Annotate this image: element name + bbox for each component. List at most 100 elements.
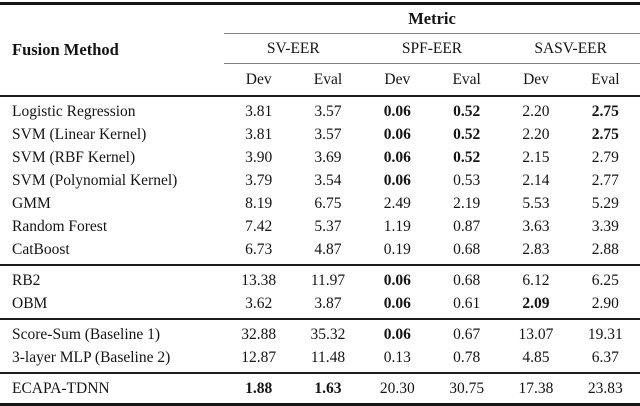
value-cell: 20.30 xyxy=(379,379,415,397)
group-header-1: SV-EER xyxy=(224,33,363,64)
value-cell: 2.83 xyxy=(522,240,550,258)
group-header-3: SASV-EER xyxy=(501,33,640,64)
subheader-6: Eval xyxy=(591,70,620,88)
value-cell: 3.57 xyxy=(314,125,342,143)
value-cell: 4.87 xyxy=(314,240,342,258)
value-cell: 0.78 xyxy=(453,348,481,366)
value-cell: 3.57 xyxy=(314,102,342,120)
value-cell: 2.20 xyxy=(522,125,550,143)
value-cell: 0.68 xyxy=(453,240,481,258)
value-cell: 11.48 xyxy=(310,348,346,366)
row-label: Score-Sum (Baseline 1) xyxy=(12,325,161,343)
value-cell: 3.79 xyxy=(245,171,273,189)
subheader-2: Eval xyxy=(313,70,343,88)
subheader-1: Dev xyxy=(245,70,272,88)
value-cell: 0.68 xyxy=(453,271,481,289)
table-row: CatBoost 6.73 4.87 0.19 0.68 2.83 2.88 xyxy=(0,238,640,265)
value-cell: 2.20 xyxy=(522,102,550,120)
value-cell: 13.07 xyxy=(518,325,554,343)
subheader-row: Dev Eval Dev Eval Dev Eval xyxy=(0,64,640,97)
value-cell: 4.85 xyxy=(522,348,550,366)
metric-header: Metric xyxy=(224,3,640,34)
value-cell: 35.32 xyxy=(310,325,346,343)
value-cell: 2.77 xyxy=(591,171,619,189)
value-cell: 0.53 xyxy=(453,171,481,189)
value-cell: 0.61 xyxy=(453,294,481,312)
value-cell: 2.88 xyxy=(591,240,619,258)
value-cell: 6.37 xyxy=(591,348,619,366)
row-label: SVM (RBF Kernel) xyxy=(12,148,136,166)
value-cell: 30.75 xyxy=(449,379,485,397)
value-cell: 0.06 xyxy=(383,325,411,343)
table-row: GMM 8.19 6.75 2.49 2.19 5.53 5.29 xyxy=(0,192,640,215)
value-cell: 0.87 xyxy=(453,217,481,235)
table-row: Random Forest 7.42 5.37 1.19 0.87 3.63 3.39 xyxy=(0,215,640,238)
table-header: Fusion Method Metric SV-EER SPF-EER SASV-E… xyxy=(0,3,640,97)
value-cell: 12.87 xyxy=(241,348,277,366)
row-label: SVM (Linear Kernel) xyxy=(12,125,147,143)
value-cell: 2.14 xyxy=(522,171,550,189)
value-cell: 2.15 xyxy=(522,148,550,166)
table-row: 3-layer MLP (Baseline 2) 12.87 11.48 0.13 0.… xyxy=(0,346,640,373)
value-cell: 7.42 xyxy=(245,217,273,235)
value-cell: 0.52 xyxy=(453,102,481,120)
table-row: OBM 3.62 3.87 0.06 0.61 2.09 2.90 xyxy=(0,292,640,319)
value-cell: 2.75 xyxy=(591,125,619,143)
value-cell: 3.81 xyxy=(245,102,273,120)
value-cell: 0.52 xyxy=(453,125,481,143)
value-cell: 0.67 xyxy=(453,325,481,343)
value-cell: 1.63 xyxy=(314,379,342,397)
group-header-row: SV-EER SPF-EER SASV-EER xyxy=(0,33,640,64)
value-cell: 32.88 xyxy=(241,325,277,343)
value-cell: 0.52 xyxy=(453,148,481,166)
value-cell: 0.06 xyxy=(383,271,411,289)
value-cell: 17.38 xyxy=(518,379,554,397)
value-cell: 0.06 xyxy=(383,171,411,189)
value-cell: 0.06 xyxy=(383,102,411,120)
value-cell: 5.53 xyxy=(522,194,550,212)
subheader-4: Eval xyxy=(452,70,481,88)
value-cell: 2.49 xyxy=(383,194,411,212)
table-section-2: RB2 13.38 11.97 0.06 0.68 6.12 6.25 OBM 3.62 3.87… xyxy=(0,265,640,319)
table-row: RB2 13.38 11.97 0.06 0.68 6.12 6.25 xyxy=(0,265,640,292)
value-cell: 5.29 xyxy=(591,194,619,212)
row-label: Logistic Regression xyxy=(12,102,136,120)
value-cell: 13.38 xyxy=(241,271,277,289)
value-cell: 0.06 xyxy=(383,148,411,166)
value-cell: 0.13 xyxy=(383,348,411,366)
row-label: RB2 xyxy=(12,271,41,289)
value-cell: 6.25 xyxy=(591,271,619,289)
value-cell: 11.97 xyxy=(310,271,346,289)
table-section-1: Logistic Regression 3.81 3.57 0.06 0.52 2.20 2… xyxy=(0,96,640,265)
value-cell: 6.75 xyxy=(314,194,342,212)
value-cell: 2.90 xyxy=(591,294,619,312)
table-row: Logistic Regression 3.81 3.57 0.06 0.52 2.20 2… xyxy=(0,96,640,123)
value-cell: 3.81 xyxy=(245,125,273,143)
value-cell: 2.79 xyxy=(591,148,619,166)
table-row: ECAPA-TDNN 1.88 1.63 20.30 30.75 17.38 23.83 xyxy=(0,373,640,405)
fusion-method-header: Fusion Method xyxy=(12,40,119,59)
value-cell: 6.73 xyxy=(245,240,273,258)
value-cell: 2.75 xyxy=(591,102,619,120)
value-cell: 0.06 xyxy=(383,125,411,143)
row-label: ECAPA-TDNN xyxy=(12,379,110,397)
table-row: SVM (Polynomial Kernel) 3.79 3.54 0.06 0.53 2… xyxy=(0,169,640,192)
value-cell: 3.90 xyxy=(245,148,273,166)
subheader-5: Dev xyxy=(523,70,549,88)
table-row: SVM (RBF Kernel) 3.90 3.69 0.06 0.52 2.15 2.79 xyxy=(0,146,640,169)
metric-header-row: Fusion Method Metric xyxy=(0,3,640,59)
row-label: GMM xyxy=(12,194,51,212)
value-cell: 2.19 xyxy=(453,194,481,212)
table-section-3: Score-Sum (Baseline 1) 32.88 35.32 0.06 0.67… xyxy=(0,319,640,373)
value-cell: 0.06 xyxy=(383,294,411,312)
group-header-2: SPF-EER xyxy=(362,33,502,64)
subheader-3: Dev xyxy=(384,70,411,88)
value-cell: 1.88 xyxy=(245,379,273,397)
table-section-4: ECAPA-TDNN 1.88 1.63 20.30 30.75 17.38 23.83 xyxy=(0,373,640,405)
table-row: SVM (Linear Kernel) 3.81 3.57 0.06 0.52 2.20 2… xyxy=(0,123,640,146)
value-cell: 2.09 xyxy=(522,294,550,312)
row-label: OBM xyxy=(12,294,48,312)
row-label: Random Forest xyxy=(12,217,108,235)
value-cell: 3.54 xyxy=(314,171,342,189)
